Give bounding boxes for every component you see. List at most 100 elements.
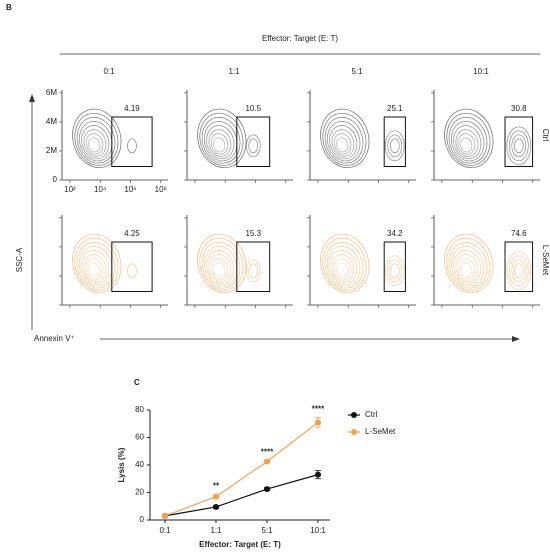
x-tick-label: 10⁶ [124,185,136,194]
contour [88,137,101,153]
contour [387,259,403,283]
contour [127,138,137,154]
contour [444,233,494,293]
contour [453,125,482,160]
column-label: 10:1 [473,67,489,76]
y-tick-label: 0 [140,515,145,524]
point [264,458,270,465]
contour [208,254,232,282]
contour [453,250,482,285]
gate [504,241,534,292]
contour [384,255,405,287]
point [162,512,168,519]
gate [383,241,406,292]
contour [320,233,370,293]
contour [197,108,247,168]
contour [387,134,403,158]
contour [455,129,479,157]
contour [245,259,261,283]
gate [383,116,406,167]
contour [511,259,527,283]
legend-label: Ctrl [365,410,378,419]
contour [460,137,473,153]
contour [329,125,358,160]
column-label: 0:1 [103,67,115,76]
contour [506,126,532,166]
point [264,486,270,493]
contour [333,258,352,280]
point [213,493,219,500]
contour [327,121,361,162]
y-tick-label: 80 [135,405,144,414]
contour [76,241,116,289]
significance: **** [312,405,325,414]
y-axis-label: Lysis (%) [117,447,126,482]
contour [448,241,488,289]
gate-percent: 25.1 [387,104,403,113]
contour [248,263,259,279]
gate-percent: 30.8 [511,104,527,113]
series-line [164,474,319,517]
contour [324,116,364,164]
contour [457,258,476,280]
row-label: L-SeMet [541,245,550,276]
contour [333,133,352,155]
gate [111,116,153,167]
contour [88,262,101,278]
contour [79,121,113,162]
contour [331,254,355,282]
contour [460,262,473,278]
significance: ** [213,482,220,491]
contour [444,108,494,168]
contour [506,251,532,291]
gate [236,241,271,292]
contour [448,116,488,164]
contour [384,130,405,162]
contour [511,134,527,158]
x-tick-label: 10⁴ [94,185,107,194]
contour [74,112,119,166]
y-tick-label: 6M [46,88,57,97]
y-axis-label: SSC-A [15,247,24,272]
header: Effector: Target (E: T) [262,34,338,43]
contour [446,112,491,166]
contour [451,246,485,287]
contour [199,237,244,291]
row-label: Ctrl [541,129,550,142]
contour [199,112,244,166]
contour [457,133,476,155]
contour [336,262,349,278]
contour [455,254,479,282]
gate-percent: 74.6 [511,229,527,238]
contour [74,237,119,291]
gate-percent: 4.25 [124,229,140,238]
column-label: 1:1 [228,67,240,76]
contour [322,112,367,166]
contour [508,130,529,162]
y-tick-label: 40 [135,460,144,469]
gate-percent: 15.3 [245,229,261,238]
x-axis-label: Annexin V⁺ [34,334,75,343]
contour [79,246,113,287]
x-tick-label: 5:1 [261,526,273,535]
gate-percent: 34.2 [387,229,403,238]
legend-label: L-SeMet [365,427,396,436]
contour [324,241,364,289]
x-tick-label: 10:1 [310,526,326,535]
contour [245,134,261,158]
x-axis-label: Effector: Target (E: T) [199,540,281,549]
contour [204,246,238,287]
panel-label: B [6,3,12,12]
panel-label: C [134,378,140,387]
contour [446,237,491,291]
contour [329,250,358,285]
y-tick-label: 0 [53,175,58,184]
contour [320,108,370,168]
point [315,471,321,478]
contour [451,121,485,162]
x-tick-label: 10⁸ [155,185,167,194]
contour [201,241,241,289]
contour [327,246,361,287]
legend-marker [351,429,357,435]
contour [72,233,122,293]
